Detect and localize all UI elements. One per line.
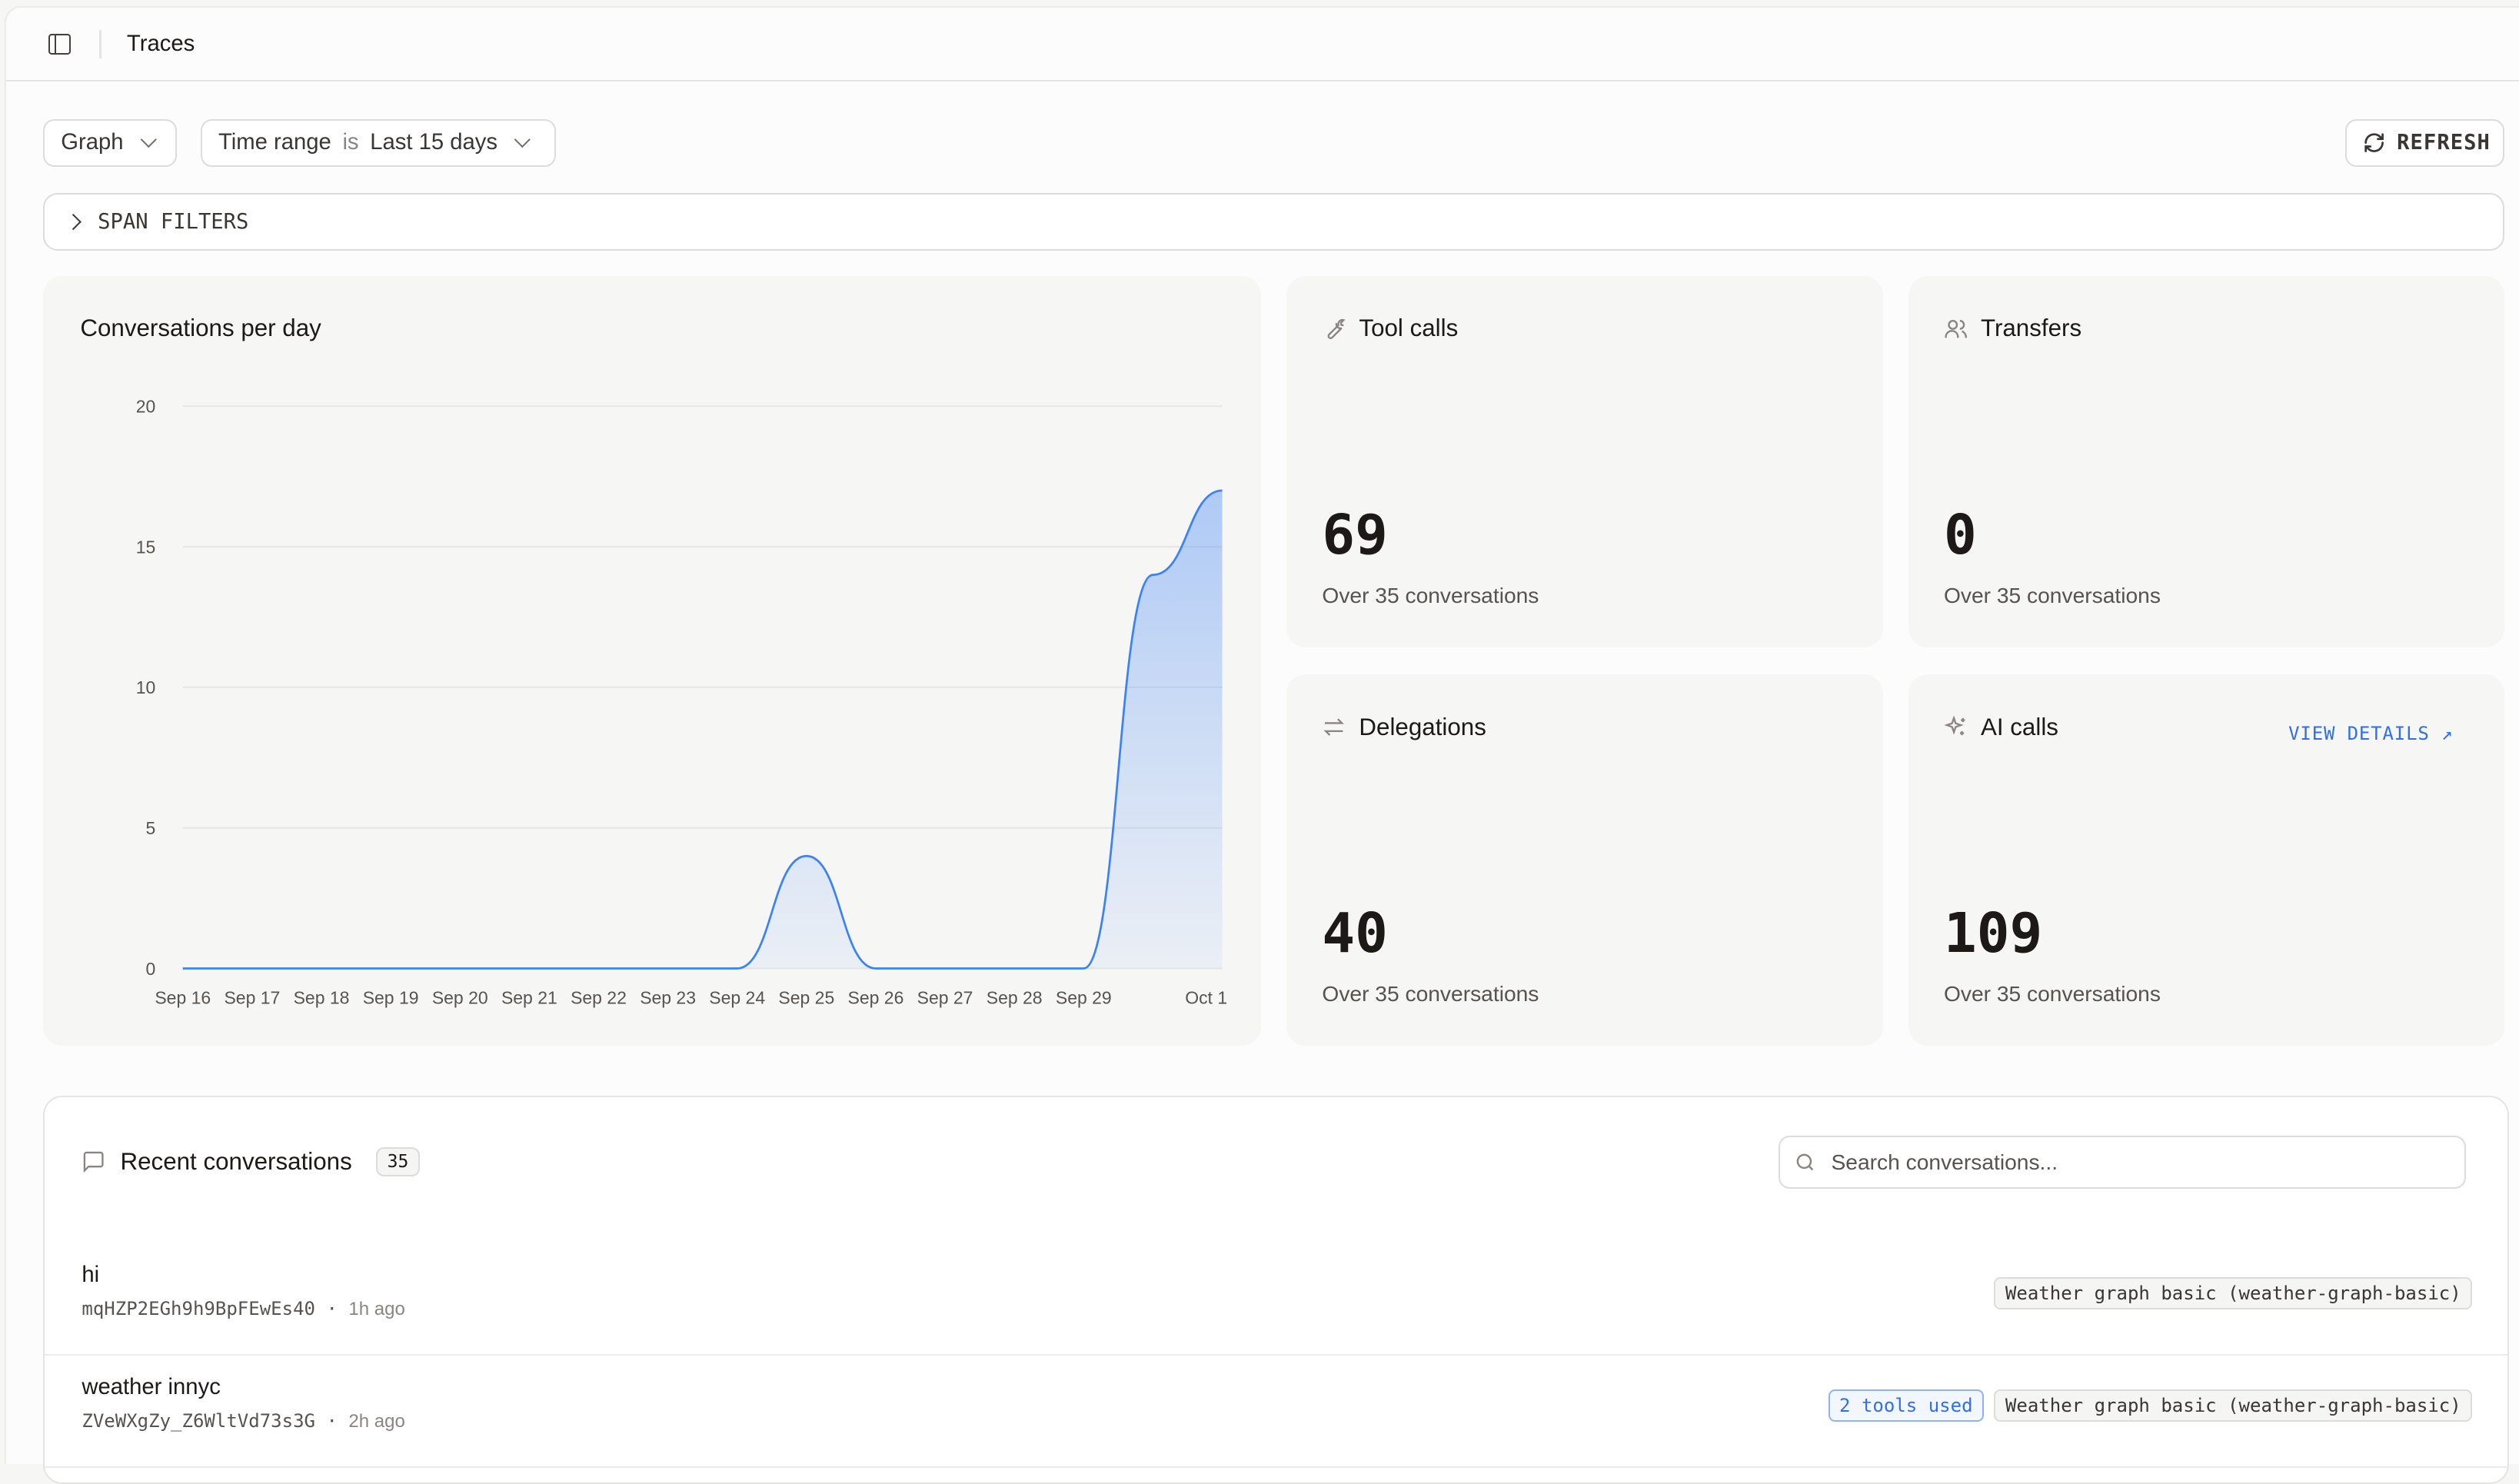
x-tick-label: Sep 24 (710, 988, 766, 1008)
tools-used-badge: 2 tools used (1829, 1389, 1985, 1422)
y-tick-label: 5 (146, 818, 156, 838)
card-subtitle: Over 35 conversations (1944, 583, 2161, 608)
ai-calls-value: 109 (1944, 901, 2042, 965)
card-title: Delegations (1359, 714, 1486, 741)
wrench-icon (1322, 317, 1346, 341)
x-tick-label: Sep 26 (848, 988, 904, 1008)
card-subtitle: Over 35 conversations (1944, 981, 2161, 1007)
count-badge: 35 (376, 1147, 420, 1176)
agent-tag: Weather graph basic (weather-graph-basic… (1994, 1277, 2472, 1309)
conversation-id: mqHZP2EGh9h9BpFEwEs40 (82, 1298, 315, 1319)
search-input[interactable]: Search conversations... (1779, 1136, 2466, 1189)
conversation-title: weather innyc (82, 1375, 220, 1400)
conversation-id: ZVeWXgZy_Z6WltVd73s3G (82, 1410, 315, 1432)
users-icon (1944, 317, 1968, 341)
card-title: Transfers (1981, 314, 2081, 342)
delegations-value: 40 (1322, 901, 1388, 965)
time-range-select[interactable]: Time range is Last 15 days (201, 119, 556, 168)
conversation-row[interactable]: hi mqHZP2EGh9h9BpFEwEs40 · 1h ago Weathe… (45, 1242, 2507, 1356)
x-tick-label: Sep 23 (641, 988, 697, 1008)
message-square-icon (82, 1150, 105, 1173)
top-bar: Traces (6, 8, 2519, 82)
x-tick-label: Sep 28 (987, 988, 1043, 1008)
delegations-card: Delegations 40 Over 35 conversations (1286, 674, 1882, 1046)
arrow-up-right-icon: ↗ (2441, 723, 2453, 744)
page-title: Traces (127, 32, 195, 57)
x-tick-label: Sep 17 (225, 988, 281, 1008)
recent-conversations-panel: Recent conversations 35 Search conversat… (43, 1096, 2509, 1484)
sparkles-icon (1944, 715, 1968, 739)
transfers-value: 0 (1944, 503, 1977, 567)
conversations-chart: 0 5 10 15 20 Sep 16 Sep 17 Sep 18 Sep 19 Sep 20 Se… (43, 276, 1261, 1046)
view-details-link[interactable]: VIEW DETAILS ↗ (2288, 723, 2453, 744)
chevron-down-icon (141, 131, 157, 148)
refresh-label: REFRESH (2397, 131, 2491, 155)
x-tick-label: Sep 18 (294, 988, 350, 1008)
x-tick-label: Sep 27 (917, 988, 973, 1008)
transfers-card: Transfers 0 Over 35 conversations (1908, 276, 2504, 647)
ai-calls-card: AI calls VIEW DETAILS ↗ 109 Over 35 conv… (1908, 674, 2504, 1046)
conversation-time: 1h ago (348, 1299, 404, 1319)
x-tick-label: Oct 1 (1186, 988, 1228, 1008)
tool-calls-value: 69 (1322, 503, 1388, 567)
x-tick-label: Sep 16 (155, 988, 211, 1008)
search-icon (1794, 1151, 1816, 1173)
view-select-value: Graph (61, 130, 123, 155)
y-tick-label: 0 (146, 959, 156, 979)
recent-header: Recent conversations 35 (82, 1147, 419, 1176)
card-title: Tool calls (1359, 314, 1458, 342)
divider (99, 30, 101, 59)
card-subtitle: Over 35 conversations (1322, 981, 1539, 1007)
arrows-left-right-icon (1322, 715, 1346, 739)
tool-calls-card: Tool calls 69 Over 35 conversations (1286, 276, 1882, 647)
refresh-icon (2363, 131, 2385, 154)
span-filters-toggle[interactable]: SPAN FILTERS (43, 193, 2504, 251)
conversation-title: hi (82, 1263, 99, 1288)
conversation-time: 2h ago (348, 1411, 404, 1432)
area-fill (183, 491, 1223, 969)
y-tick-label: 10 (136, 677, 156, 697)
y-tick-label: 20 (136, 397, 156, 417)
x-tick-label: Sep 19 (363, 988, 419, 1008)
series-line (183, 491, 1223, 969)
panel-left-icon[interactable] (48, 34, 71, 55)
chevron-down-icon (514, 131, 531, 148)
agent-tag: Weather graph basic (weather-graph-basic… (1994, 1389, 2472, 1422)
x-tick-label: Sep 22 (571, 988, 627, 1008)
refresh-button[interactable]: REFRESH (2345, 119, 2504, 168)
x-tick-label: Sep 25 (779, 988, 835, 1008)
conversation-row[interactable]: weather innyc ZVeWXgZy_Z6WltVd73s3G · 2h… (45, 1354, 2507, 1468)
time-range-label: Time range (218, 130, 331, 155)
chevron-right-icon (65, 214, 82, 230)
recent-title: Recent conversations (120, 1148, 351, 1176)
card-title: AI calls (1981, 714, 2058, 741)
view-select[interactable]: Graph (43, 119, 176, 168)
time-range-operator: is (342, 130, 358, 155)
time-range-value: Last 15 days (370, 130, 497, 155)
x-tick-label: Sep 29 (1056, 988, 1112, 1008)
app-window: Traces Graph Time range is Last 15 days … (5, 6, 2519, 1464)
x-tick-label: Sep 20 (432, 988, 488, 1008)
view-details-label: VIEW DETAILS (2288, 723, 2430, 744)
span-filters-label: SPAN FILTERS (98, 210, 248, 234)
x-tick-label: Sep 21 (501, 988, 557, 1008)
card-subtitle: Over 35 conversations (1322, 583, 1539, 608)
y-tick-label: 15 (136, 537, 156, 557)
search-placeholder: Search conversations... (1832, 1150, 2058, 1175)
